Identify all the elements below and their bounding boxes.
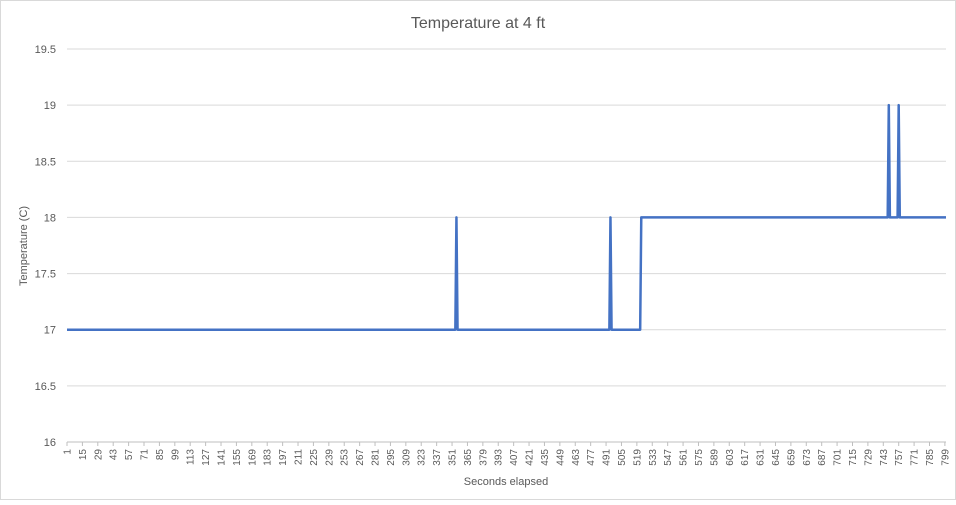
y-tick-label: 19.5 bbox=[35, 44, 56, 56]
x-tick-label: 617 bbox=[740, 449, 751, 466]
x-tick-label: 631 bbox=[756, 449, 767, 466]
x-tick-label: 477 bbox=[586, 449, 597, 466]
x-tick-label: 351 bbox=[448, 449, 459, 466]
x-tick-label: 659 bbox=[786, 449, 797, 466]
x-tick-label: 365 bbox=[463, 449, 474, 466]
x-tick-label: 379 bbox=[478, 449, 489, 466]
x-tick-label: 701 bbox=[833, 449, 844, 466]
y-axis-title: Temperature (C) bbox=[18, 206, 30, 286]
x-tick-label: 449 bbox=[555, 449, 566, 466]
x-tick-label: 561 bbox=[679, 449, 690, 466]
x-tick-label: 785 bbox=[925, 449, 936, 466]
x-tick-label: 323 bbox=[417, 449, 428, 466]
x-tick-label: 71 bbox=[140, 449, 151, 461]
x-tick-label: 183 bbox=[263, 449, 274, 466]
x-tick-label: 799 bbox=[940, 449, 951, 466]
x-tick-label: 491 bbox=[602, 449, 613, 466]
x-tick-labels: 1 15 29 43 57 71 85 99 113 127 141 155 169 183 197 211 2… bbox=[63, 442, 951, 466]
y-tick-label: 18.5 bbox=[35, 156, 56, 168]
x-tick-label: 29 bbox=[93, 449, 104, 461]
y-tick-label: 16.5 bbox=[35, 381, 56, 393]
x-tick-label: 743 bbox=[879, 449, 890, 466]
y-tick-label: 17 bbox=[44, 325, 56, 337]
x-tick-label: 85 bbox=[155, 449, 166, 461]
x-tick-label: 547 bbox=[663, 449, 674, 466]
y-tick-label: 16 bbox=[44, 437, 56, 449]
x-tick-label: 57 bbox=[124, 449, 135, 461]
x-tick-label: 253 bbox=[340, 449, 351, 466]
x-tick-label: 295 bbox=[386, 449, 397, 466]
x-tick-label: 197 bbox=[278, 449, 289, 466]
x-tick-label: 141 bbox=[217, 449, 228, 466]
x-tick-label: 1 bbox=[63, 449, 74, 455]
x-tick-label: 113 bbox=[186, 449, 197, 465]
x-tick-label: 645 bbox=[771, 449, 782, 466]
x-tick-label: 435 bbox=[540, 449, 551, 466]
temperature-series-line bbox=[67, 103, 946, 331]
x-tick-label: 337 bbox=[432, 449, 443, 466]
y-tick-label: 19 bbox=[44, 100, 56, 112]
x-tick-label: 575 bbox=[694, 449, 705, 466]
x-tick-label: 603 bbox=[725, 449, 736, 466]
x-tick-label: 505 bbox=[617, 449, 628, 466]
x-tick-label: 407 bbox=[509, 449, 520, 466]
x-tick-label: 15 bbox=[78, 449, 89, 461]
x-tick-label: 533 bbox=[648, 449, 659, 466]
x-tick-label: 673 bbox=[802, 449, 813, 466]
x-tick-label: 421 bbox=[525, 449, 536, 466]
y-tick-label: 18 bbox=[44, 212, 56, 224]
chart-title: Temperature at 4 ft bbox=[411, 15, 546, 32]
x-tick-label: 715 bbox=[848, 449, 859, 466]
x-tick-label: 393 bbox=[494, 449, 505, 466]
x-tick-label: 463 bbox=[571, 449, 582, 466]
x-tick-label: 155 bbox=[232, 449, 243, 466]
x-axis-title: Seconds elapsed bbox=[464, 476, 548, 488]
x-tick-label: 687 bbox=[817, 449, 828, 466]
x-tick-label: 267 bbox=[355, 449, 366, 466]
x-tick-label: 127 bbox=[201, 449, 212, 466]
x-tick-label: 729 bbox=[863, 449, 874, 466]
x-tick-label: 43 bbox=[109, 449, 120, 461]
x-tick-label: 589 bbox=[709, 449, 720, 466]
x-tick-label: 169 bbox=[247, 449, 258, 466]
y-tick-label: 17.5 bbox=[35, 269, 56, 281]
series-layer bbox=[67, 103, 946, 331]
x-tick-label: 771 bbox=[910, 449, 921, 466]
x-tick-label: 757 bbox=[894, 449, 905, 466]
x-tick-label: 309 bbox=[401, 449, 412, 466]
x-tick-label: 225 bbox=[309, 449, 320, 466]
x-tick-label: 211 bbox=[294, 449, 305, 465]
x-tick-label: 519 bbox=[632, 449, 643, 466]
x-tick-label: 239 bbox=[324, 449, 335, 466]
x-tick-label: 281 bbox=[371, 449, 382, 466]
x-tick-label: 99 bbox=[170, 449, 181, 461]
y-tick-labels: 16 16.5 17 17.5 18 18.5 19 19.5 bbox=[35, 44, 56, 449]
